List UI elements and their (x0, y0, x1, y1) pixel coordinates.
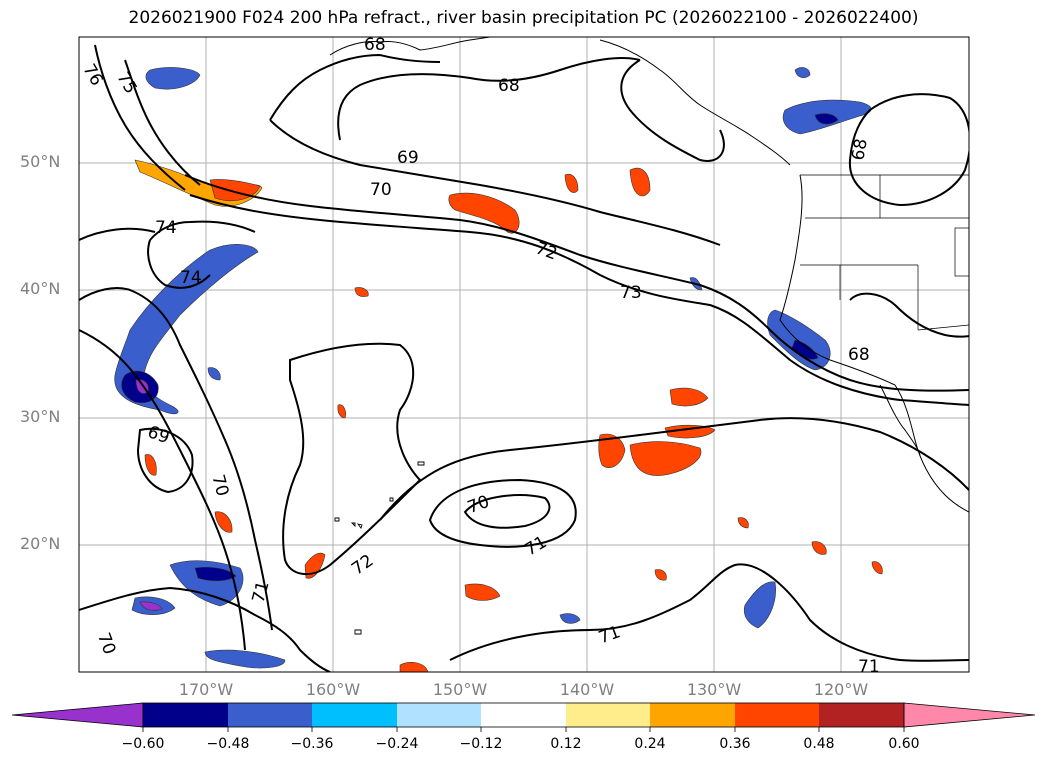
contour-label: 69 (397, 148, 419, 168)
positive-small-f (737, 517, 749, 529)
contour-70-southwest (79, 329, 246, 651)
positive-subtrop-4 (664, 424, 716, 439)
contour-70-loop (463, 494, 551, 529)
lat-label-40n: 40°N (20, 279, 61, 298)
colorbar-extend-right (903, 702, 1036, 728)
negative-small-2 (559, 613, 581, 624)
lon-label-170w: 170°W (178, 680, 234, 699)
colorbar-tick-label: 0.36 (719, 736, 751, 752)
positive-mid-2 (564, 173, 579, 193)
deep-negative-south (139, 601, 163, 611)
contour-label: 74 (155, 218, 177, 238)
us-state-borders (800, 174, 969, 331)
colorbar-bin (312, 703, 397, 727)
contour-71-loop (428, 478, 577, 548)
coast-alaska-panhandle (599, 39, 791, 166)
colorbar-tick-label: −0.48 (206, 736, 250, 752)
coastlines (329, 37, 969, 513)
lat-label-30n: 30°N (20, 407, 61, 426)
negative-band-north (145, 67, 201, 90)
islands (334, 461, 425, 635)
negative-canada-core (814, 113, 839, 125)
negative-small-1 (794, 67, 811, 79)
colorbar-extend-left (11, 702, 144, 728)
lat-label-50n: 50°N (20, 152, 61, 171)
contour-73 (189, 194, 969, 406)
negative-southwest-core (194, 566, 237, 582)
contour-label: 68 (498, 76, 520, 96)
negative-tropics (743, 581, 776, 629)
positive-subtrop-6 (304, 552, 326, 579)
positive-small-d (871, 561, 883, 575)
positive-subtrop-5 (464, 583, 501, 601)
contour-79-south (79, 586, 331, 672)
positive-small-c (811, 541, 827, 555)
positive-mid-3 (629, 167, 651, 197)
colorbar-tick-label: 0.60 (888, 736, 920, 752)
colorbar-tick-label: −0.12 (459, 736, 503, 752)
contour-outer-west (79, 227, 273, 631)
contour-label: 70 (370, 180, 392, 200)
contour-75-76-west (94, 44, 201, 191)
colorbar-tick-label: 0.48 (803, 736, 835, 752)
positive-subtrop-1 (598, 433, 626, 469)
map-title: 2026021900 F024 200 hPa refract., river … (128, 8, 919, 28)
contour-label: 74 (180, 268, 202, 288)
colorbar-bin (566, 703, 650, 727)
contour-69-north (337, 57, 725, 162)
negative-south-2 (204, 649, 286, 669)
contour-label: 68 (848, 345, 870, 365)
positive-subtrop-3 (669, 387, 709, 407)
colorbar (11, 702, 1036, 732)
colorbar-bin (228, 703, 312, 727)
coast-alaska (329, 37, 491, 56)
positive-small-e (654, 569, 667, 581)
positive-subtrop-9 (399, 662, 429, 672)
colorbar-bin (481, 703, 566, 727)
contour-71-south (449, 563, 969, 662)
colorbar-bin (819, 703, 904, 727)
contour-71-subtrop (379, 417, 969, 521)
map-frame (78, 36, 970, 673)
colorbar-bin (650, 703, 735, 727)
contour-canada-ring (848, 93, 969, 207)
refractivity-contours (79, 44, 969, 672)
contour-74-inner (147, 220, 256, 289)
contour-72 (184, 174, 969, 392)
colorbar-tick-label: −0.36 (290, 736, 334, 752)
colorbar-tick-label: −0.24 (375, 736, 419, 752)
contour-label: 68 (848, 137, 871, 162)
contour-label: 68 (364, 35, 386, 55)
lon-label-160w: 160°W (305, 680, 361, 699)
contour-ring-69 (136, 427, 194, 494)
positive-subtrop-7 (214, 511, 233, 533)
coast-west-us (779, 174, 896, 386)
contour-coast-68 (849, 292, 969, 338)
positive-subtrop-2 (629, 441, 702, 476)
contour-70-north (269, 54, 721, 246)
negative-small-3 (207, 367, 221, 381)
positive-subtrop-8 (144, 454, 157, 476)
coast-baja (894, 384, 969, 513)
contour-label: 71 (858, 657, 880, 677)
colorbar-bin (397, 703, 481, 727)
lon-label-120w: 120°W (813, 680, 869, 699)
contour-label: 73 (620, 283, 642, 303)
lon-label-150w: 150°W (432, 680, 488, 699)
lon-label-140w: 140°W (559, 680, 615, 699)
colorbar-tick-label: 0.24 (634, 736, 666, 752)
colorbar-tick-label: −0.60 (121, 736, 165, 752)
colorbar-bin (143, 703, 228, 727)
colorbar-tick-label: 0.12 (550, 736, 582, 752)
contour-subtrop-ring (282, 342, 422, 575)
positive-small-a (354, 287, 369, 297)
colorbar-bin (735, 703, 819, 727)
lon-label-130w: 130°W (686, 680, 742, 699)
lat-label-20n: 20°N (20, 534, 61, 553)
precip-anomaly-fills (114, 67, 883, 672)
positive-small-b (337, 404, 346, 419)
